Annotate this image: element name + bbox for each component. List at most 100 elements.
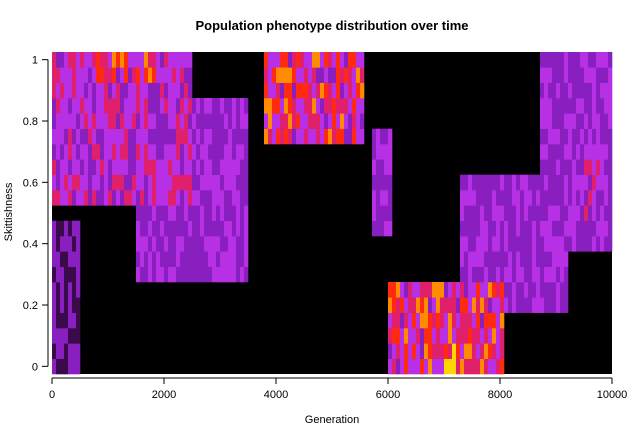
heatmap-cell xyxy=(504,220,509,237)
heatmap-cell xyxy=(476,236,481,252)
heatmap-cell xyxy=(188,205,193,221)
heatmap-cell xyxy=(168,98,173,114)
heatmap-cell xyxy=(592,159,597,175)
heatmap-cell xyxy=(548,159,553,175)
heatmap-cell xyxy=(124,52,129,68)
heatmap-cell xyxy=(576,236,581,252)
heatmap-cell xyxy=(72,358,77,375)
heatmap-cell xyxy=(552,190,557,206)
heatmap-cell xyxy=(560,190,565,206)
heatmap-cell xyxy=(208,220,213,237)
heatmap-cell xyxy=(300,52,305,68)
heatmap-cell xyxy=(72,144,77,160)
heatmap-cell xyxy=(576,159,581,175)
heatmap-cell xyxy=(460,190,465,206)
heatmap-cell xyxy=(52,190,57,206)
heatmap-cell xyxy=(388,190,393,206)
heatmap-cell xyxy=(528,174,533,191)
heatmap-cell xyxy=(548,144,553,160)
heatmap-cell xyxy=(156,67,161,83)
heatmap-cell xyxy=(180,266,185,283)
heatmap-cell xyxy=(540,205,545,221)
heatmap-cell xyxy=(144,67,149,83)
heatmap-cell xyxy=(388,328,393,344)
heatmap-cell xyxy=(500,328,505,344)
heatmap-cell xyxy=(228,205,233,221)
heatmap-cell xyxy=(92,128,97,145)
heatmap-cell xyxy=(332,67,337,83)
heatmap-cell xyxy=(120,82,125,99)
heatmap-cell xyxy=(336,128,341,145)
heatmap-cell xyxy=(288,128,293,145)
heatmap-cell xyxy=(496,205,501,221)
heatmap-cell xyxy=(564,52,569,68)
heatmap-cell xyxy=(572,128,577,145)
heatmap-cell xyxy=(512,282,517,298)
heatmap-cell xyxy=(192,174,197,191)
heatmap-cell xyxy=(356,82,361,99)
heatmap-cell xyxy=(440,312,445,329)
heatmap-cell xyxy=(604,205,609,221)
heatmap-cell xyxy=(52,343,57,359)
heatmap-cell xyxy=(540,128,545,145)
heatmap-cell xyxy=(152,190,157,206)
heatmap-cell xyxy=(152,67,157,83)
heatmap-cell xyxy=(164,128,169,145)
heatmap-cell xyxy=(144,82,149,99)
heatmap-cell xyxy=(196,113,201,129)
heatmap-cell xyxy=(448,358,453,375)
heatmap-cell xyxy=(140,98,145,114)
heatmap-cell xyxy=(496,266,501,283)
heatmap-cell xyxy=(232,113,237,129)
heatmap-cell xyxy=(464,220,469,237)
heatmap-cell xyxy=(104,159,109,175)
heatmap-cell xyxy=(424,282,429,298)
heatmap-cell xyxy=(392,358,397,375)
heatmap-cell xyxy=(52,297,57,313)
heatmap-cell xyxy=(448,282,453,298)
heatmap-cell xyxy=(84,82,89,99)
heatmap-cell xyxy=(128,144,133,160)
heatmap-cell xyxy=(308,52,313,68)
heatmap-cell xyxy=(136,82,141,99)
heatmap-cell xyxy=(500,266,505,283)
heatmap-cell xyxy=(544,98,549,114)
heatmap-cell xyxy=(228,236,233,252)
heatmap-cell xyxy=(472,236,477,252)
heatmap-cell xyxy=(404,282,409,298)
heatmap-cell xyxy=(56,82,61,99)
heatmap-cell xyxy=(408,297,413,313)
heatmap-cell xyxy=(236,113,241,129)
heatmap-cell xyxy=(148,98,153,114)
heatmap-cell xyxy=(180,67,185,83)
heatmap-cell xyxy=(224,236,229,252)
heatmap-cell xyxy=(464,297,469,313)
heatmap-cell xyxy=(180,190,185,206)
heatmap-cell xyxy=(544,159,549,175)
heatmap-cell xyxy=(164,82,169,99)
heatmap-cell xyxy=(156,113,161,129)
heatmap-cell xyxy=(224,128,229,145)
heatmap-cell xyxy=(416,297,421,313)
heatmap-cell xyxy=(408,282,413,298)
heatmap-cell xyxy=(172,67,177,83)
heatmap-cell xyxy=(224,174,229,191)
heatmap-cell xyxy=(556,190,561,206)
heatmap-cell xyxy=(176,128,181,145)
heatmap-cell xyxy=(88,190,93,206)
heatmap-cell xyxy=(580,144,585,160)
heatmap-cell xyxy=(336,98,341,114)
heatmap-cell xyxy=(512,266,517,283)
heatmap-cell xyxy=(68,297,73,313)
x-tick-label: 4000 xyxy=(264,389,288,401)
heatmap-cell xyxy=(356,128,361,145)
heatmap-cell xyxy=(140,251,145,267)
heatmap-cell xyxy=(476,343,481,359)
heatmap-cell xyxy=(348,82,353,99)
heatmap-cell xyxy=(148,113,153,129)
heatmap-cell xyxy=(488,343,493,359)
heatmap-cell xyxy=(312,128,317,145)
heatmap-cell xyxy=(304,52,309,68)
heatmap-cell xyxy=(96,190,101,206)
